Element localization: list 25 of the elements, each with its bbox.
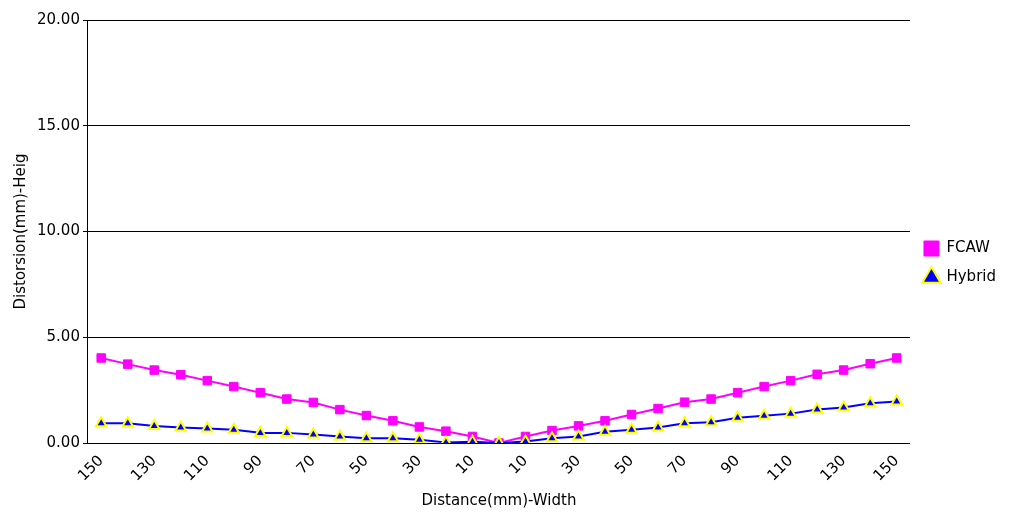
y-axis-title: Distorsion(mm)-Heig (10, 153, 29, 310)
x-tick-label: 30 (557, 451, 585, 478)
x-tick-label: 70 (663, 451, 691, 478)
x-tick-label: 10 (451, 451, 479, 478)
y-tick-label: 20.00 (36, 9, 80, 28)
legend-label: FCAW (946, 238, 991, 257)
x-axis-title: Distance(mm)-Width (421, 490, 577, 509)
x-tick-label: 150 (73, 451, 107, 485)
x-tick-label: 50 (345, 451, 372, 478)
x-tick-label: 50 (610, 451, 638, 478)
x-tick-label: 110 (763, 451, 797, 485)
y-tick-label: 0.00 (46, 432, 80, 451)
x-tick-label: 110 (179, 451, 213, 485)
y-tick-label: 15.00 (36, 115, 80, 134)
x-tick-label: 150 (869, 451, 903, 485)
x-tick-label: 130 (816, 451, 850, 485)
x-tick-label: 90 (716, 451, 744, 478)
x-tick-label: 90 (239, 451, 266, 478)
y-tick-label: 10.00 (36, 221, 80, 240)
y-tick-label: 5.00 (46, 327, 80, 346)
x-tick-label: 30 (398, 451, 425, 478)
x-tick-label: 130 (126, 451, 160, 485)
x-tick-label: 70 (292, 451, 319, 478)
x-tick-label: 10 (504, 451, 532, 478)
legend-label: Hybrid (946, 267, 997, 286)
